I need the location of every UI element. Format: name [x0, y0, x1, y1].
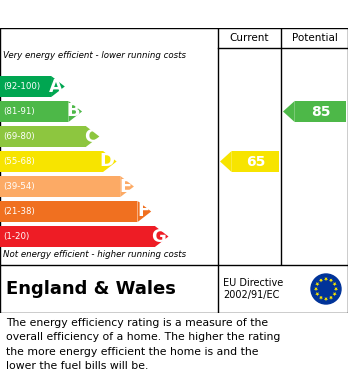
Bar: [0, 201, 137, 222]
Text: A: A: [49, 77, 63, 95]
Bar: [295, 101, 346, 122]
Polygon shape: [155, 226, 168, 247]
Polygon shape: [220, 151, 232, 172]
Text: (92-100): (92-100): [3, 82, 40, 91]
Text: 2002/91/EC: 2002/91/EC: [223, 290, 279, 300]
Polygon shape: [103, 151, 117, 172]
Polygon shape: [334, 287, 338, 291]
Text: (39-54): (39-54): [3, 182, 34, 191]
Text: B: B: [66, 102, 80, 120]
Text: (1-20): (1-20): [3, 232, 29, 241]
Bar: [0, 126, 86, 147]
Polygon shape: [137, 201, 151, 222]
Polygon shape: [51, 76, 65, 97]
Circle shape: [311, 274, 341, 304]
Polygon shape: [315, 292, 319, 296]
Text: Not energy efficient - higher running costs: Not energy efficient - higher running co…: [3, 250, 186, 259]
Polygon shape: [314, 287, 318, 291]
Polygon shape: [333, 282, 337, 286]
Text: Energy Efficiency Rating: Energy Efficiency Rating: [8, 7, 218, 22]
Polygon shape: [324, 297, 328, 301]
Text: 65: 65: [246, 154, 265, 169]
Text: D: D: [100, 152, 114, 170]
Text: C: C: [84, 127, 97, 145]
Polygon shape: [283, 101, 295, 122]
Bar: [0, 151, 103, 172]
Bar: [232, 151, 279, 172]
Polygon shape: [329, 278, 333, 283]
Polygon shape: [315, 282, 319, 286]
Polygon shape: [68, 101, 82, 122]
Text: Potential: Potential: [292, 33, 338, 43]
Text: The energy efficiency rating is a measure of the
overall efficiency of a home. T: The energy efficiency rating is a measur…: [6, 318, 280, 371]
Polygon shape: [329, 296, 333, 300]
Text: 85: 85: [311, 104, 330, 118]
Text: (55-68): (55-68): [3, 157, 35, 166]
Text: (81-91): (81-91): [3, 107, 34, 116]
Text: (21-38): (21-38): [3, 207, 35, 216]
Bar: [0, 176, 120, 197]
Polygon shape: [333, 292, 337, 296]
Text: Current: Current: [230, 33, 269, 43]
Polygon shape: [86, 126, 100, 147]
Bar: [0, 101, 68, 122]
Polygon shape: [120, 176, 134, 197]
Text: F: F: [137, 203, 149, 221]
Bar: [0, 76, 51, 97]
Text: England & Wales: England & Wales: [6, 280, 176, 298]
Text: E: E: [120, 178, 132, 196]
Text: EU Directive: EU Directive: [223, 278, 283, 288]
Text: Very energy efficient - lower running costs: Very energy efficient - lower running co…: [3, 51, 186, 60]
Text: G: G: [152, 228, 166, 246]
Text: (69-80): (69-80): [3, 132, 34, 141]
Polygon shape: [319, 296, 323, 300]
Bar: [0, 226, 155, 247]
Polygon shape: [319, 278, 323, 283]
Polygon shape: [324, 277, 328, 281]
